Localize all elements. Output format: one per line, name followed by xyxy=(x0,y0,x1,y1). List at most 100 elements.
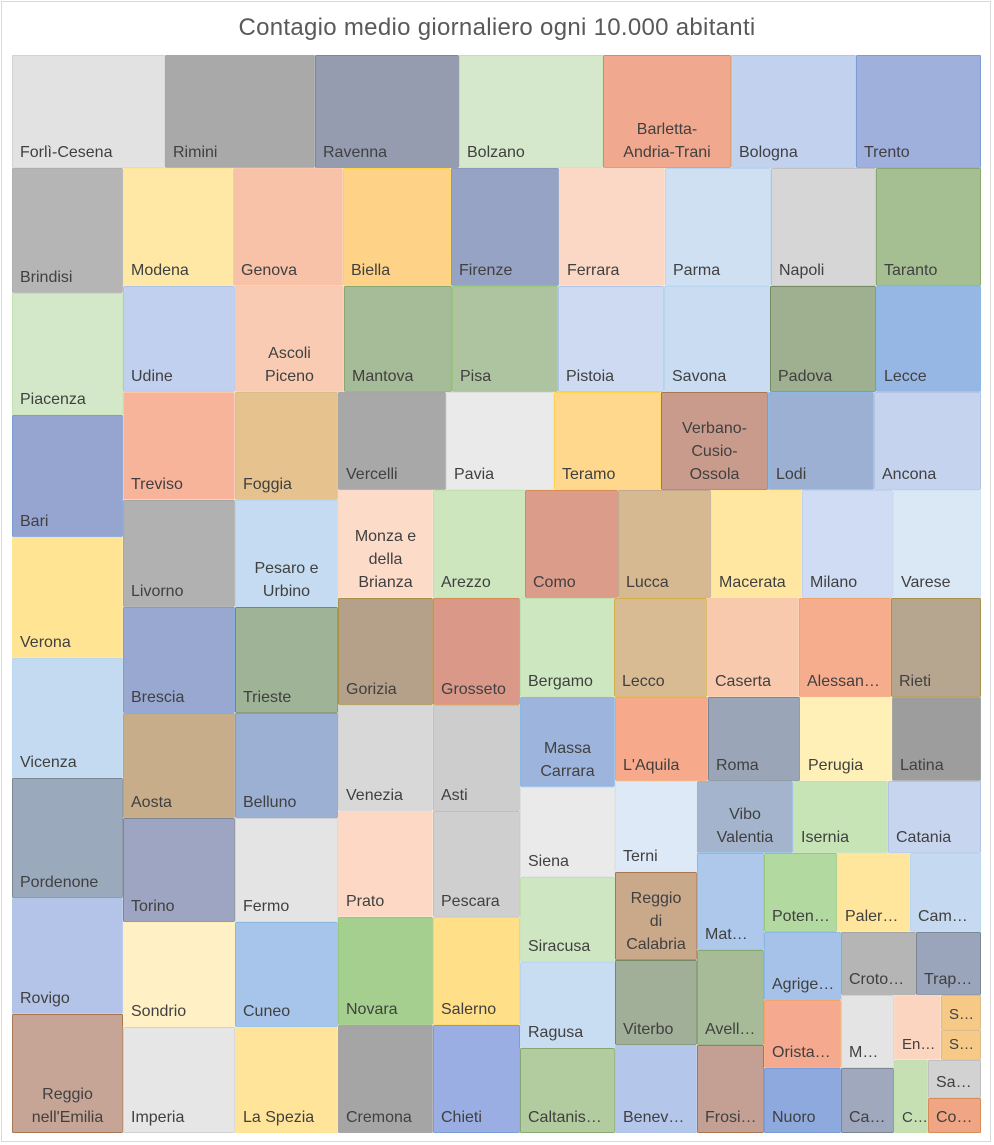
treemap-tile xyxy=(559,168,665,286)
treemap-cell-pesaro-e-urbino: Pesaro e Urbino xyxy=(234,499,339,608)
treemap-label: Siracusa xyxy=(528,938,590,955)
treemap-tile xyxy=(941,995,981,1030)
treemap-tile xyxy=(841,932,916,995)
treemap-label: Viterbo xyxy=(623,1021,674,1038)
treemap-label: Benev… xyxy=(623,1109,684,1126)
treemap-label: Mat… xyxy=(705,926,748,943)
treemap-cell-massa-carrara: Massa Carrara xyxy=(519,696,616,788)
treemap-label: Ravenna xyxy=(323,144,387,161)
treemap-label: Arezzo xyxy=(441,574,491,591)
treemap-cell-imperia: Imperia xyxy=(122,1026,236,1134)
treemap-label: Siena xyxy=(528,853,569,870)
treemap-cell-rimini: Rimini xyxy=(164,54,316,169)
treemap-cell-firenze: Firenze xyxy=(450,167,560,287)
treemap-tile xyxy=(520,598,614,697)
treemap-label: Teramo xyxy=(562,466,615,483)
treemap-tile xyxy=(800,697,892,781)
treemap-label: Asti xyxy=(441,787,468,804)
treemap-tile xyxy=(711,490,802,598)
treemap-tile xyxy=(770,286,876,392)
treemap-tile xyxy=(520,1048,615,1133)
treemap-cell-sud-sardegna: S… xyxy=(940,1029,982,1061)
treemap-label: Ragusa xyxy=(528,1024,583,1041)
treemap-cell-frosinone: Frosi… xyxy=(696,1044,765,1134)
treemap-cell-venezia: Venezia xyxy=(337,704,434,812)
treemap-cell-verona: Verona xyxy=(11,536,124,659)
treemap-cell-mantova: Mantova xyxy=(343,285,453,393)
treemap-label: Bolzano xyxy=(467,144,525,161)
treemap-label: Genova xyxy=(241,262,297,279)
treemap-tile xyxy=(235,607,338,713)
treemap-cell-l-aquila: L'Aquila xyxy=(614,696,709,782)
treemap-label: Chieti xyxy=(441,1109,482,1126)
treemap-tile xyxy=(888,781,981,853)
treemap-tile xyxy=(338,705,433,811)
treemap-cell-verbano-cusio-ossola: Verbano-Cusio-Ossola xyxy=(660,391,769,491)
treemap-label: Reggio nell'Emilia xyxy=(32,1086,104,1126)
treemap-tile xyxy=(708,697,800,781)
treemap-label: Grosseto xyxy=(441,681,506,698)
treemap-tile xyxy=(603,55,731,168)
treemap-tile xyxy=(338,917,433,1025)
treemap-cell-catania: Catania xyxy=(887,780,982,854)
treemap-cell-bergamo: Bergamo xyxy=(519,597,615,698)
treemap-label: Foggia xyxy=(243,476,292,493)
treemap-tile xyxy=(771,168,876,286)
treemap-cell-sondrio: Sondrio xyxy=(122,921,236,1028)
treemap-cell-rieti: Rieti xyxy=(890,597,982,698)
treemap-cell-cagliari: Ca… xyxy=(840,1067,895,1134)
treemap-tile xyxy=(661,392,768,490)
treemap-label: Padova xyxy=(778,368,832,385)
treemap-tile xyxy=(764,1000,841,1068)
treemap-tile xyxy=(764,853,837,932)
treemap-cell-ragusa: Ragusa xyxy=(519,961,616,1049)
treemap-cell-taranto: Taranto xyxy=(875,167,982,287)
treemap-cell-piacenza: Piacenza xyxy=(11,292,124,416)
treemap-label: La Spezia xyxy=(243,1109,314,1126)
treemap-tile xyxy=(793,781,888,853)
treemap-tile xyxy=(841,995,894,1068)
treemap-label: Lecce xyxy=(884,368,927,385)
treemap-label: Ascoli Piceno xyxy=(265,345,314,385)
treemap-cell-reggio-nell-emilia: Reggio nell'Emilia xyxy=(11,1013,124,1134)
treemap-label: Pescara xyxy=(441,893,500,910)
treemap-cell-cuneo: Cuneo xyxy=(234,921,339,1028)
treemap-tile xyxy=(433,811,520,917)
treemap-cell-campobasso: Cam… xyxy=(909,852,982,933)
treemap-label: Trieste xyxy=(243,689,291,706)
treemap-tile xyxy=(433,705,520,811)
treemap-label: Rieti xyxy=(899,673,931,690)
treemap-label: Vibo Valentia xyxy=(717,806,774,846)
treemap-label: Isernia xyxy=(801,829,849,846)
treemap-tile xyxy=(338,1025,433,1133)
treemap-label: Mantova xyxy=(352,368,413,385)
treemap-cell-cremona: Cremona xyxy=(337,1024,434,1134)
treemap-tile xyxy=(615,960,697,1045)
treemap-cell-asti: Asti xyxy=(432,704,521,812)
treemap-cell-macerata: Macerata xyxy=(710,489,803,599)
treemap-label: Piacenza xyxy=(20,391,86,408)
treemap-cell-alessandria: Alessan… xyxy=(798,597,892,698)
treemap-label: Sa… xyxy=(936,1074,972,1091)
treemap-tile xyxy=(802,490,893,598)
treemap-label: Ca… xyxy=(849,1109,885,1126)
treemap-tile xyxy=(123,286,235,392)
treemap-cell-siracusa: Siracusa xyxy=(519,876,616,963)
treemap-cell-biella: Biella xyxy=(342,167,452,287)
treemap-cell-prato: Prato xyxy=(337,810,434,918)
treemap-cell-brindisi: Brindisi xyxy=(11,167,124,294)
treemap-label: Aosta xyxy=(131,794,172,811)
treemap-cell-savona: Savona xyxy=(663,285,771,393)
treemap-label: L'Aquila xyxy=(623,757,680,774)
treemap-cell-gorizia: Gorizia xyxy=(337,597,434,706)
treemap-cell-pavia: Pavia xyxy=(445,391,555,491)
treemap-tile xyxy=(433,490,525,598)
treemap-label: Latina xyxy=(900,757,944,774)
treemap-tile xyxy=(344,286,452,392)
treemap-tile-gap xyxy=(927,1097,982,1134)
treemap-label: Avell… xyxy=(705,1021,755,1038)
treemap-tile xyxy=(433,1025,520,1133)
treemap-label: Biella xyxy=(351,262,390,279)
chart-title: Contagio medio giornaliero ogni 10.000 a… xyxy=(238,14,756,41)
